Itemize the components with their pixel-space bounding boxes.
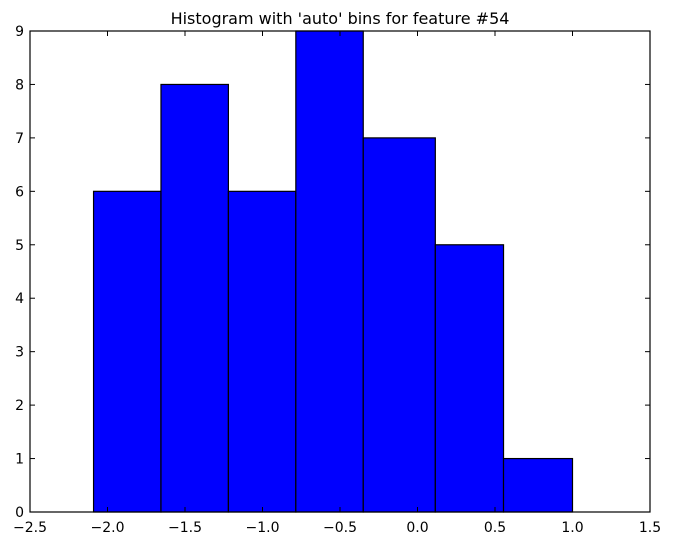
x-tick-label: −1.0 <box>246 520 280 536</box>
y-tick-label: 2 <box>15 398 24 414</box>
x-tick-label: 1.0 <box>561 520 583 536</box>
y-tick-label: 5 <box>15 238 24 254</box>
histogram-bar <box>160 83 230 513</box>
y-tick-label: 0 <box>15 505 24 521</box>
x-tick-label: −2.0 <box>91 520 125 536</box>
y-tick-label: 8 <box>15 77 24 93</box>
histogram-bar <box>434 244 505 513</box>
y-tick-label: 1 <box>15 452 24 468</box>
histogram-bar <box>92 190 162 513</box>
y-tick-label: 3 <box>15 345 24 361</box>
histogram-bar <box>362 137 436 513</box>
histogram-bar <box>295 30 364 513</box>
tick-labels: −2.5 −2.0 −1.5 −1.0 −0.5 0.0 0.5 1.0 1.5 0 1 2 3 4 5 6 7… <box>13 24 661 536</box>
y-tick-label: 9 <box>15 24 24 40</box>
y-tick-label: 7 <box>15 131 24 147</box>
chart-title: Histogram with 'auto' bins for feature #… <box>171 9 510 28</box>
y-tick-label: 4 <box>15 291 24 307</box>
y-tick-label: 6 <box>15 184 24 200</box>
x-tick-label: 0.5 <box>484 520 506 536</box>
x-tick-label: 0.0 <box>406 520 428 536</box>
histogram-bar <box>502 457 574 513</box>
x-tick-label: −2.5 <box>13 520 47 536</box>
x-tick-label: 1.5 <box>639 520 661 536</box>
plot-frame <box>29 30 651 513</box>
x-tick-label: −1.5 <box>168 520 202 536</box>
x-tick-label: −0.5 <box>323 520 357 536</box>
histogram-bar <box>227 190 297 513</box>
bars <box>92 30 574 513</box>
